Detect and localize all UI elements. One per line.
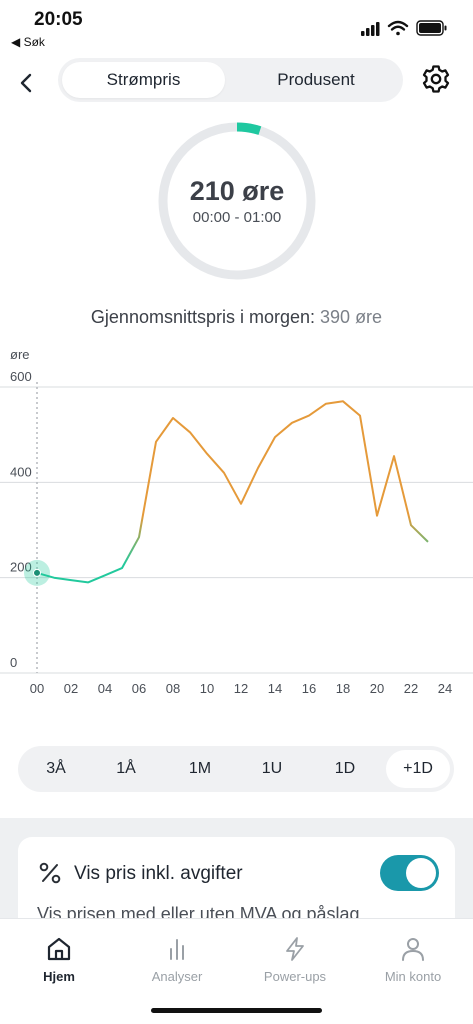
percent-icon bbox=[39, 862, 61, 884]
range-1w-button[interactable]: 1U bbox=[261, 760, 283, 777]
x-tick-label: 04 bbox=[98, 681, 112, 696]
tab-account-label: Min konto bbox=[384, 969, 442, 984]
tab-power-ups-label: Power-ups bbox=[263, 969, 327, 984]
view-segmented-control: Strømpris Produsent bbox=[58, 58, 403, 102]
back-to-search-link[interactable]: ◀ Søk bbox=[11, 35, 45, 49]
gear-icon[interactable] bbox=[421, 64, 451, 94]
price-gauge bbox=[158, 122, 316, 280]
status-icons bbox=[361, 20, 447, 36]
x-tick-label: 20 bbox=[370, 681, 384, 696]
lightning-icon bbox=[286, 937, 304, 961]
y-axis-label: øre bbox=[10, 347, 30, 362]
signal-icon bbox=[361, 22, 380, 36]
x-tick-label: 22 bbox=[404, 681, 418, 696]
range-1m-button[interactable]: 1M bbox=[188, 760, 212, 777]
range-selector: 3Å 1Å 1M 1U 1D +1D bbox=[18, 746, 454, 792]
tab-strompris[interactable]: Strømpris bbox=[62, 62, 225, 98]
x-tick-label: 02 bbox=[64, 681, 78, 696]
wifi-icon bbox=[387, 20, 409, 36]
x-tick-label: 12 bbox=[234, 681, 248, 696]
x-tick-label: 10 bbox=[200, 681, 214, 696]
x-tick-label: 00 bbox=[30, 681, 44, 696]
x-tick-label: 08 bbox=[166, 681, 180, 696]
tab-account[interactable]: Min konto bbox=[358, 935, 468, 984]
average-price-label: Gjennomsnittspris i morgen: bbox=[90, 307, 316, 327]
tab-power-ups[interactable]: Power-ups bbox=[240, 935, 350, 984]
gauge-indicator bbox=[236, 122, 262, 135]
tab-home[interactable]: Hjem bbox=[4, 935, 114, 984]
range-next-day-button[interactable]: +1D bbox=[386, 750, 450, 788]
current-price: 210 øre bbox=[189, 176, 285, 206]
range-3y-button[interactable]: 3Å bbox=[46, 760, 66, 777]
chevron-left-icon[interactable] bbox=[16, 72, 38, 94]
status-time: 20:05 bbox=[34, 9, 83, 30]
toggle-knob bbox=[406, 858, 436, 888]
battery-icon bbox=[416, 20, 447, 36]
x-tick-label: 16 bbox=[302, 681, 316, 696]
current-time-range: 00:00 - 01:00 bbox=[192, 209, 282, 226]
tab-home-label: Hjem bbox=[43, 969, 75, 984]
price-series-line bbox=[36, 400, 429, 584]
tab-produsent[interactable]: Produsent bbox=[277, 70, 355, 89]
user-icon bbox=[402, 938, 424, 961]
y-tick-label: 600 bbox=[10, 369, 32, 384]
y-tick-label: 200 bbox=[10, 560, 32, 575]
range-1d-button[interactable]: 1D bbox=[334, 760, 356, 777]
x-tick-label: 14 bbox=[268, 681, 282, 696]
price-chart[interactable]: 0 200 400 600 00 02 04 06 08 10 12 14 16 18 20 22 24 ør… bbox=[0, 340, 473, 700]
current-hour-dot bbox=[33, 568, 41, 577]
tab-analyser-label: Analyser bbox=[151, 969, 203, 984]
average-price-line: Gjennomsnittspris i morgen: 390 øre bbox=[0, 307, 473, 328]
average-price-value: 390 øre bbox=[320, 307, 383, 327]
bar-chart-icon bbox=[170, 939, 184, 960]
x-tick-label: 06 bbox=[132, 681, 146, 696]
tab-analyser[interactable]: Analyser bbox=[122, 935, 232, 984]
y-tick-label: 400 bbox=[10, 464, 32, 479]
home-indicator bbox=[151, 1008, 322, 1013]
y-tick-label: 0 bbox=[10, 655, 17, 670]
x-tick-label: 24 bbox=[438, 681, 452, 696]
bottom-tab-bar: Hjem Analyser Power-ups Min konto bbox=[0, 918, 473, 1024]
home-icon bbox=[47, 937, 71, 961]
include-fees-title: Vis pris inkl. avgifter bbox=[74, 863, 243, 884]
x-tick-label: 18 bbox=[336, 681, 350, 696]
include-fees-toggle[interactable] bbox=[380, 855, 439, 891]
range-1y-button[interactable]: 1Å bbox=[116, 760, 136, 777]
